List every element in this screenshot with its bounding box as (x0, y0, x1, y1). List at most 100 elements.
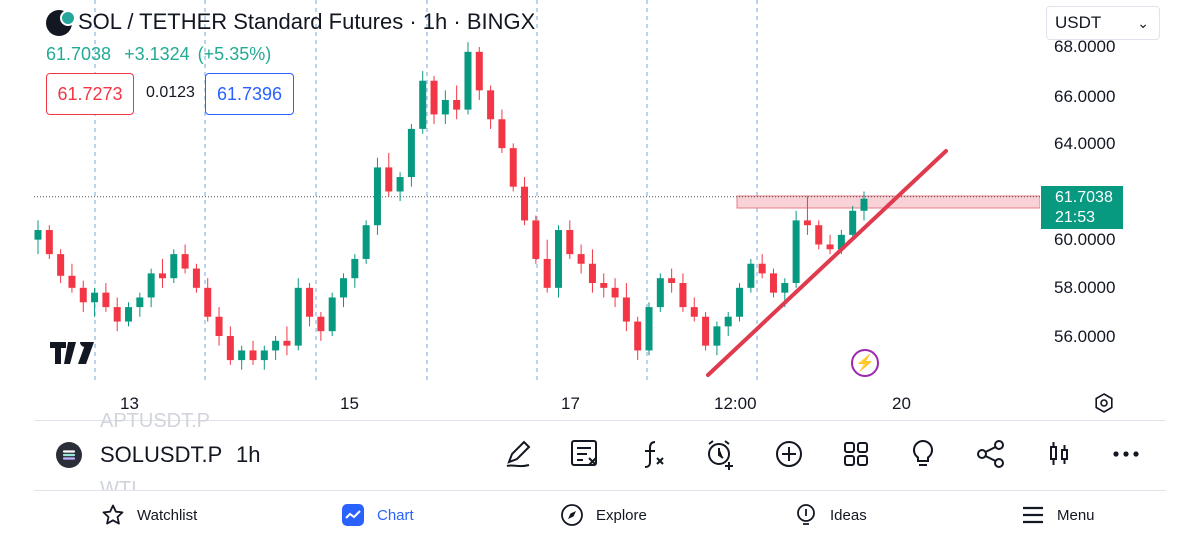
price-axis-label: 56.0000 (1054, 327, 1116, 346)
indicators-icon[interactable] (635, 436, 671, 472)
candle-body (475, 51, 483, 91)
ideas-icon (797, 504, 815, 525)
candle-body (226, 336, 234, 361)
sell-button[interactable]: 61.7273 (46, 73, 134, 115)
candle-body (532, 220, 540, 259)
settings-icon[interactable] (1093, 392, 1115, 414)
candle-body (407, 128, 415, 178)
candle-body (453, 99, 461, 110)
candle-body (215, 316, 223, 336)
add-plus-icon[interactable] (771, 436, 807, 472)
time-axis-label: 17 (561, 394, 580, 413)
nav-menu[interactable]: Menu (1021, 502, 1095, 528)
time-axis-label: 20 (892, 394, 911, 413)
nav-chart[interactable]: Chart (341, 502, 414, 528)
candle-body (328, 297, 336, 332)
star-icon (102, 504, 124, 525)
nav-watchlist-label: Watchlist (137, 506, 198, 524)
divider (34, 420, 1166, 421)
nav-explore[interactable]: Explore (560, 502, 647, 528)
symbol-badge-icon (60, 10, 76, 26)
candle-body (441, 99, 449, 115)
chart-area[interactable]: SOL / TETHER Standard Futures · 1h · BIN… (0, 0, 1200, 420)
price-axis-label: 60.0000 (1054, 230, 1116, 249)
price-axis-label: 64.0000 (1054, 134, 1116, 153)
candle-body (498, 119, 506, 149)
ghost-symbol-above: APTUSDT.P (100, 410, 211, 428)
interval-value: 1h (235, 442, 261, 467)
candle-body (464, 51, 472, 110)
candle-body (170, 254, 178, 279)
candle-body (351, 258, 359, 279)
nav-menu-label: Menu (1057, 506, 1095, 524)
lightning-icon[interactable]: ⚡ (851, 349, 879, 377)
candle-body (136, 297, 144, 308)
candle-body (815, 225, 823, 245)
alert-clock-icon[interactable] (703, 436, 739, 472)
candle-body (45, 230, 53, 255)
current-price-label: 61.7038 (1055, 189, 1113, 206)
compass-icon (561, 504, 583, 526)
currency-select[interactable]: USDT ⌄ (1046, 6, 1160, 40)
price-axis-label: 68.0000 (1054, 37, 1116, 56)
candle-body (860, 198, 868, 211)
time-axis-label: 13 (120, 394, 139, 413)
trendline (706, 149, 948, 377)
chart-title: SOL / TETHER Standard Futures · 1h · BIN… (78, 9, 536, 34)
candle-body (283, 340, 291, 346)
hamburger-menu-icon (1023, 506, 1043, 524)
divider (34, 490, 1166, 491)
nav-ideas[interactable]: Ideas (794, 502, 867, 528)
candle-body (260, 350, 268, 361)
price-chart[interactable] (0, 0, 1040, 420)
candle-body (509, 148, 517, 187)
candle-body (702, 316, 710, 346)
draw-pen-icon[interactable] (501, 436, 537, 472)
candle-body (736, 287, 744, 317)
candle-body (430, 80, 438, 115)
candle-body (204, 287, 212, 317)
ideas-bulb-icon[interactable] (905, 436, 941, 472)
candle-body (113, 307, 121, 322)
candle-body (713, 326, 721, 346)
candle-body (249, 350, 257, 361)
candle-body (521, 186, 529, 221)
candle-body (419, 80, 427, 129)
bar-countdown: 21:53 (1055, 209, 1096, 226)
resistance-zone (736, 195, 1040, 209)
candle-body (566, 230, 574, 255)
current-price-tag: 61.7038 21:53 (1041, 186, 1123, 229)
candle-body (837, 234, 845, 250)
chevron-down-icon: ⌄ (1137, 15, 1149, 31)
candles-group (34, 42, 868, 370)
object-tree-icon[interactable] (567, 436, 603, 472)
candle-body (600, 283, 608, 288)
price-axis-label: 58.0000 (1054, 278, 1116, 297)
spread-value: 0.0123 (146, 84, 195, 101)
candle-body (125, 307, 133, 322)
candle-body (724, 316, 732, 327)
layouts-grid-icon[interactable] (838, 436, 874, 472)
candle-body (668, 278, 676, 284)
time-axis-label: 12:00 (714, 394, 757, 413)
symbol-selector[interactable]: SOLUSDT.P 1h (100, 442, 260, 468)
tradingview-logo (50, 337, 94, 371)
candle-body (679, 283, 687, 308)
candle-body (634, 321, 642, 351)
candle-body (373, 167, 381, 226)
chart-icon (342, 504, 364, 526)
ghost-symbol-below: WTI (100, 478, 137, 490)
nav-watchlist[interactable]: Watchlist (101, 502, 197, 528)
price-change-line: 61.7038 +3.1324 (+5.35%) (46, 44, 279, 65)
buy-button[interactable]: 61.7396 (205, 73, 294, 115)
share-icon[interactable] (973, 436, 1009, 472)
candle-body (238, 350, 246, 361)
more-dots-icon[interactable] (1108, 436, 1144, 472)
candle-body (577, 254, 585, 264)
candle-body (102, 292, 110, 308)
candle-body (849, 210, 857, 235)
change-value: +3.1324 (124, 44, 190, 64)
chart-type-candles-icon[interactable] (1041, 436, 1077, 472)
currency-value: USDT (1055, 13, 1102, 32)
time-axis-label: 15 (340, 394, 359, 413)
